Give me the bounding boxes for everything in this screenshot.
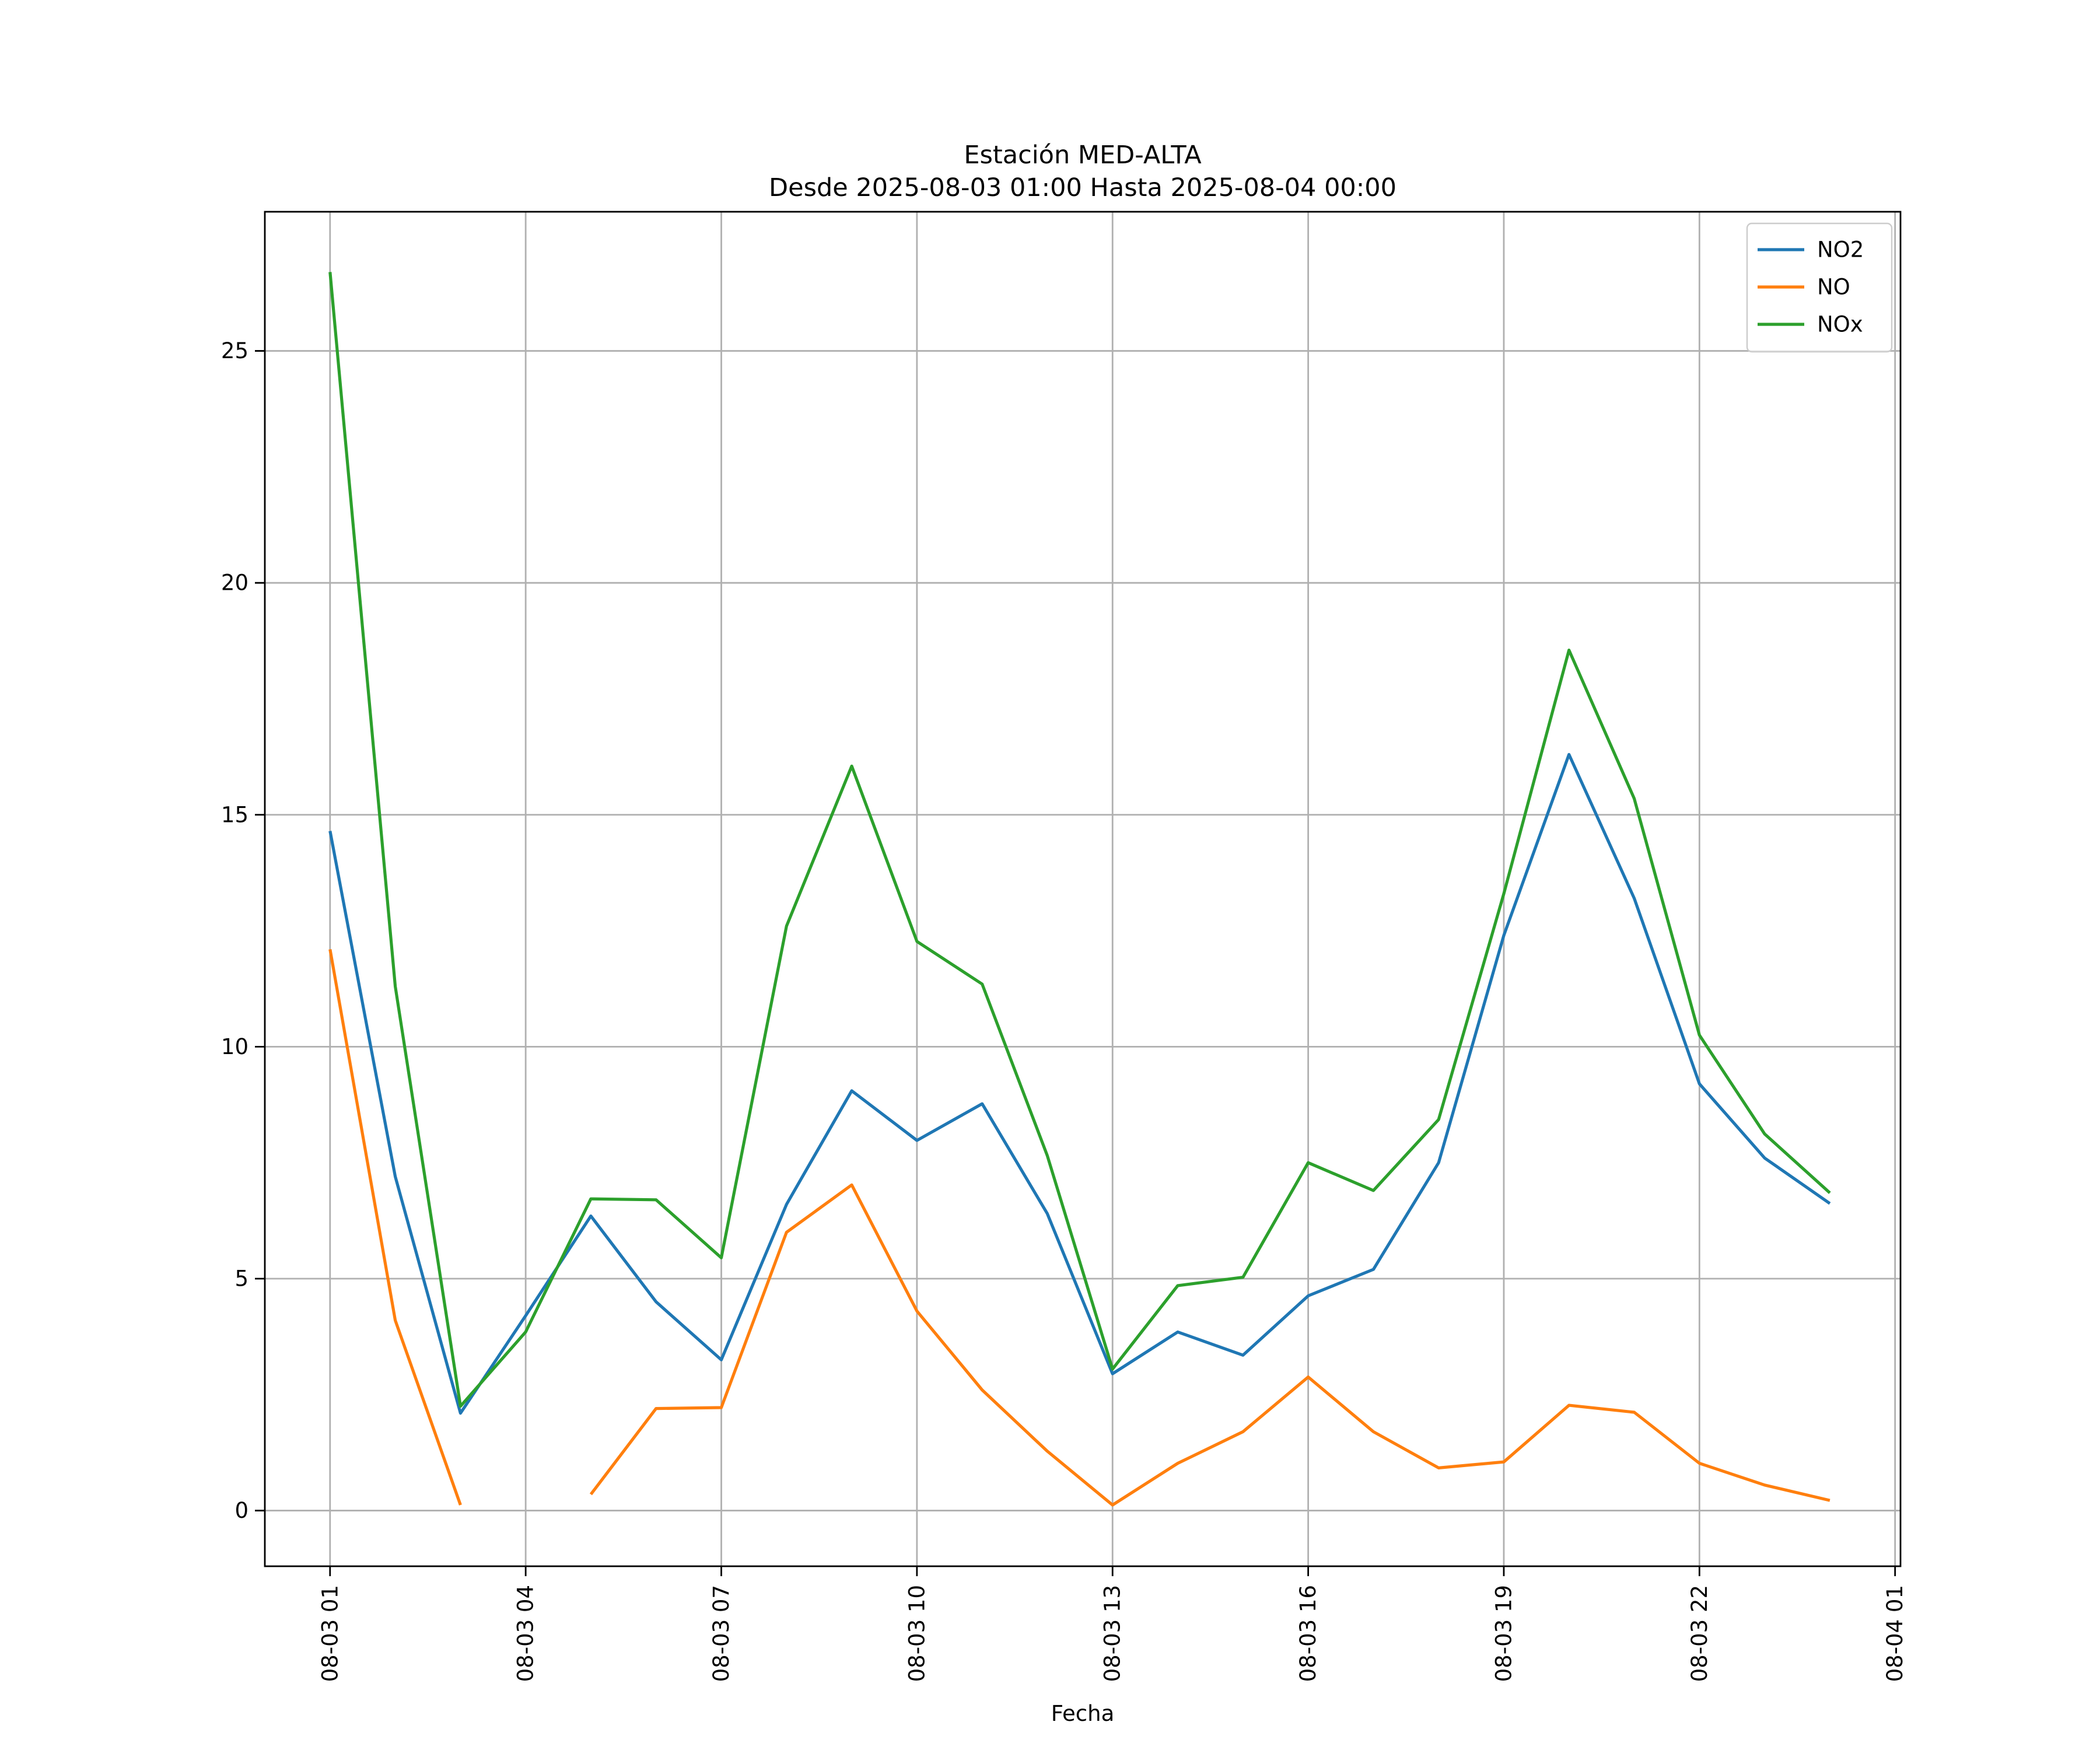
y-tick-label: 20 [221,570,249,596]
grid-lines [265,212,1901,1566]
chart-title: Estación MED-ALTA [964,141,1202,170]
series-line-no [328,949,1831,1507]
series-line-nox [328,272,1831,1408]
plot-series [328,272,1831,1507]
series-line-no2 [328,752,1831,1415]
x-tick-label: 08-04 01 [1882,1585,1908,1682]
y-tick-label: 10 [221,1034,249,1059]
legend-label-no2: NO2 [1817,237,1864,262]
x-tick-label: 08-03 13 [1100,1585,1125,1682]
legend-box [1746,222,1893,353]
legend-label-no: NO [1817,275,1850,300]
x-tick-label: 08-03 22 [1687,1585,1712,1682]
x-axis-label: Fecha [1051,1701,1115,1726]
x-tick-label: 08-03 10 [904,1585,929,1682]
x-tick-label: 08-03 19 [1491,1585,1516,1682]
axis-ticks: 08-03 01 08-03 04 08-03 07 08-03 10 08-03 13… [221,338,1908,1682]
chart-subtitle: Desde 2025-08-03 01:00 Hasta 2025-08-04 … [769,173,1396,202]
y-tick-label: 25 [221,338,249,363]
plot-area-frame [264,211,1902,1567]
y-tick-label: 0 [235,1498,249,1523]
x-tick-label: 08-03 04 [513,1585,538,1682]
y-tick-label: 15 [221,802,249,827]
legend-label-nox: NOx [1817,312,1863,337]
x-tick-label: 08-03 01 [317,1585,342,1682]
x-tick-label: 08-03 07 [709,1585,734,1682]
legend: NO2 NO NOx [1746,222,1893,353]
x-tick-label: 08-03 16 [1296,1585,1321,1682]
y-tick-label: 5 [235,1266,249,1291]
